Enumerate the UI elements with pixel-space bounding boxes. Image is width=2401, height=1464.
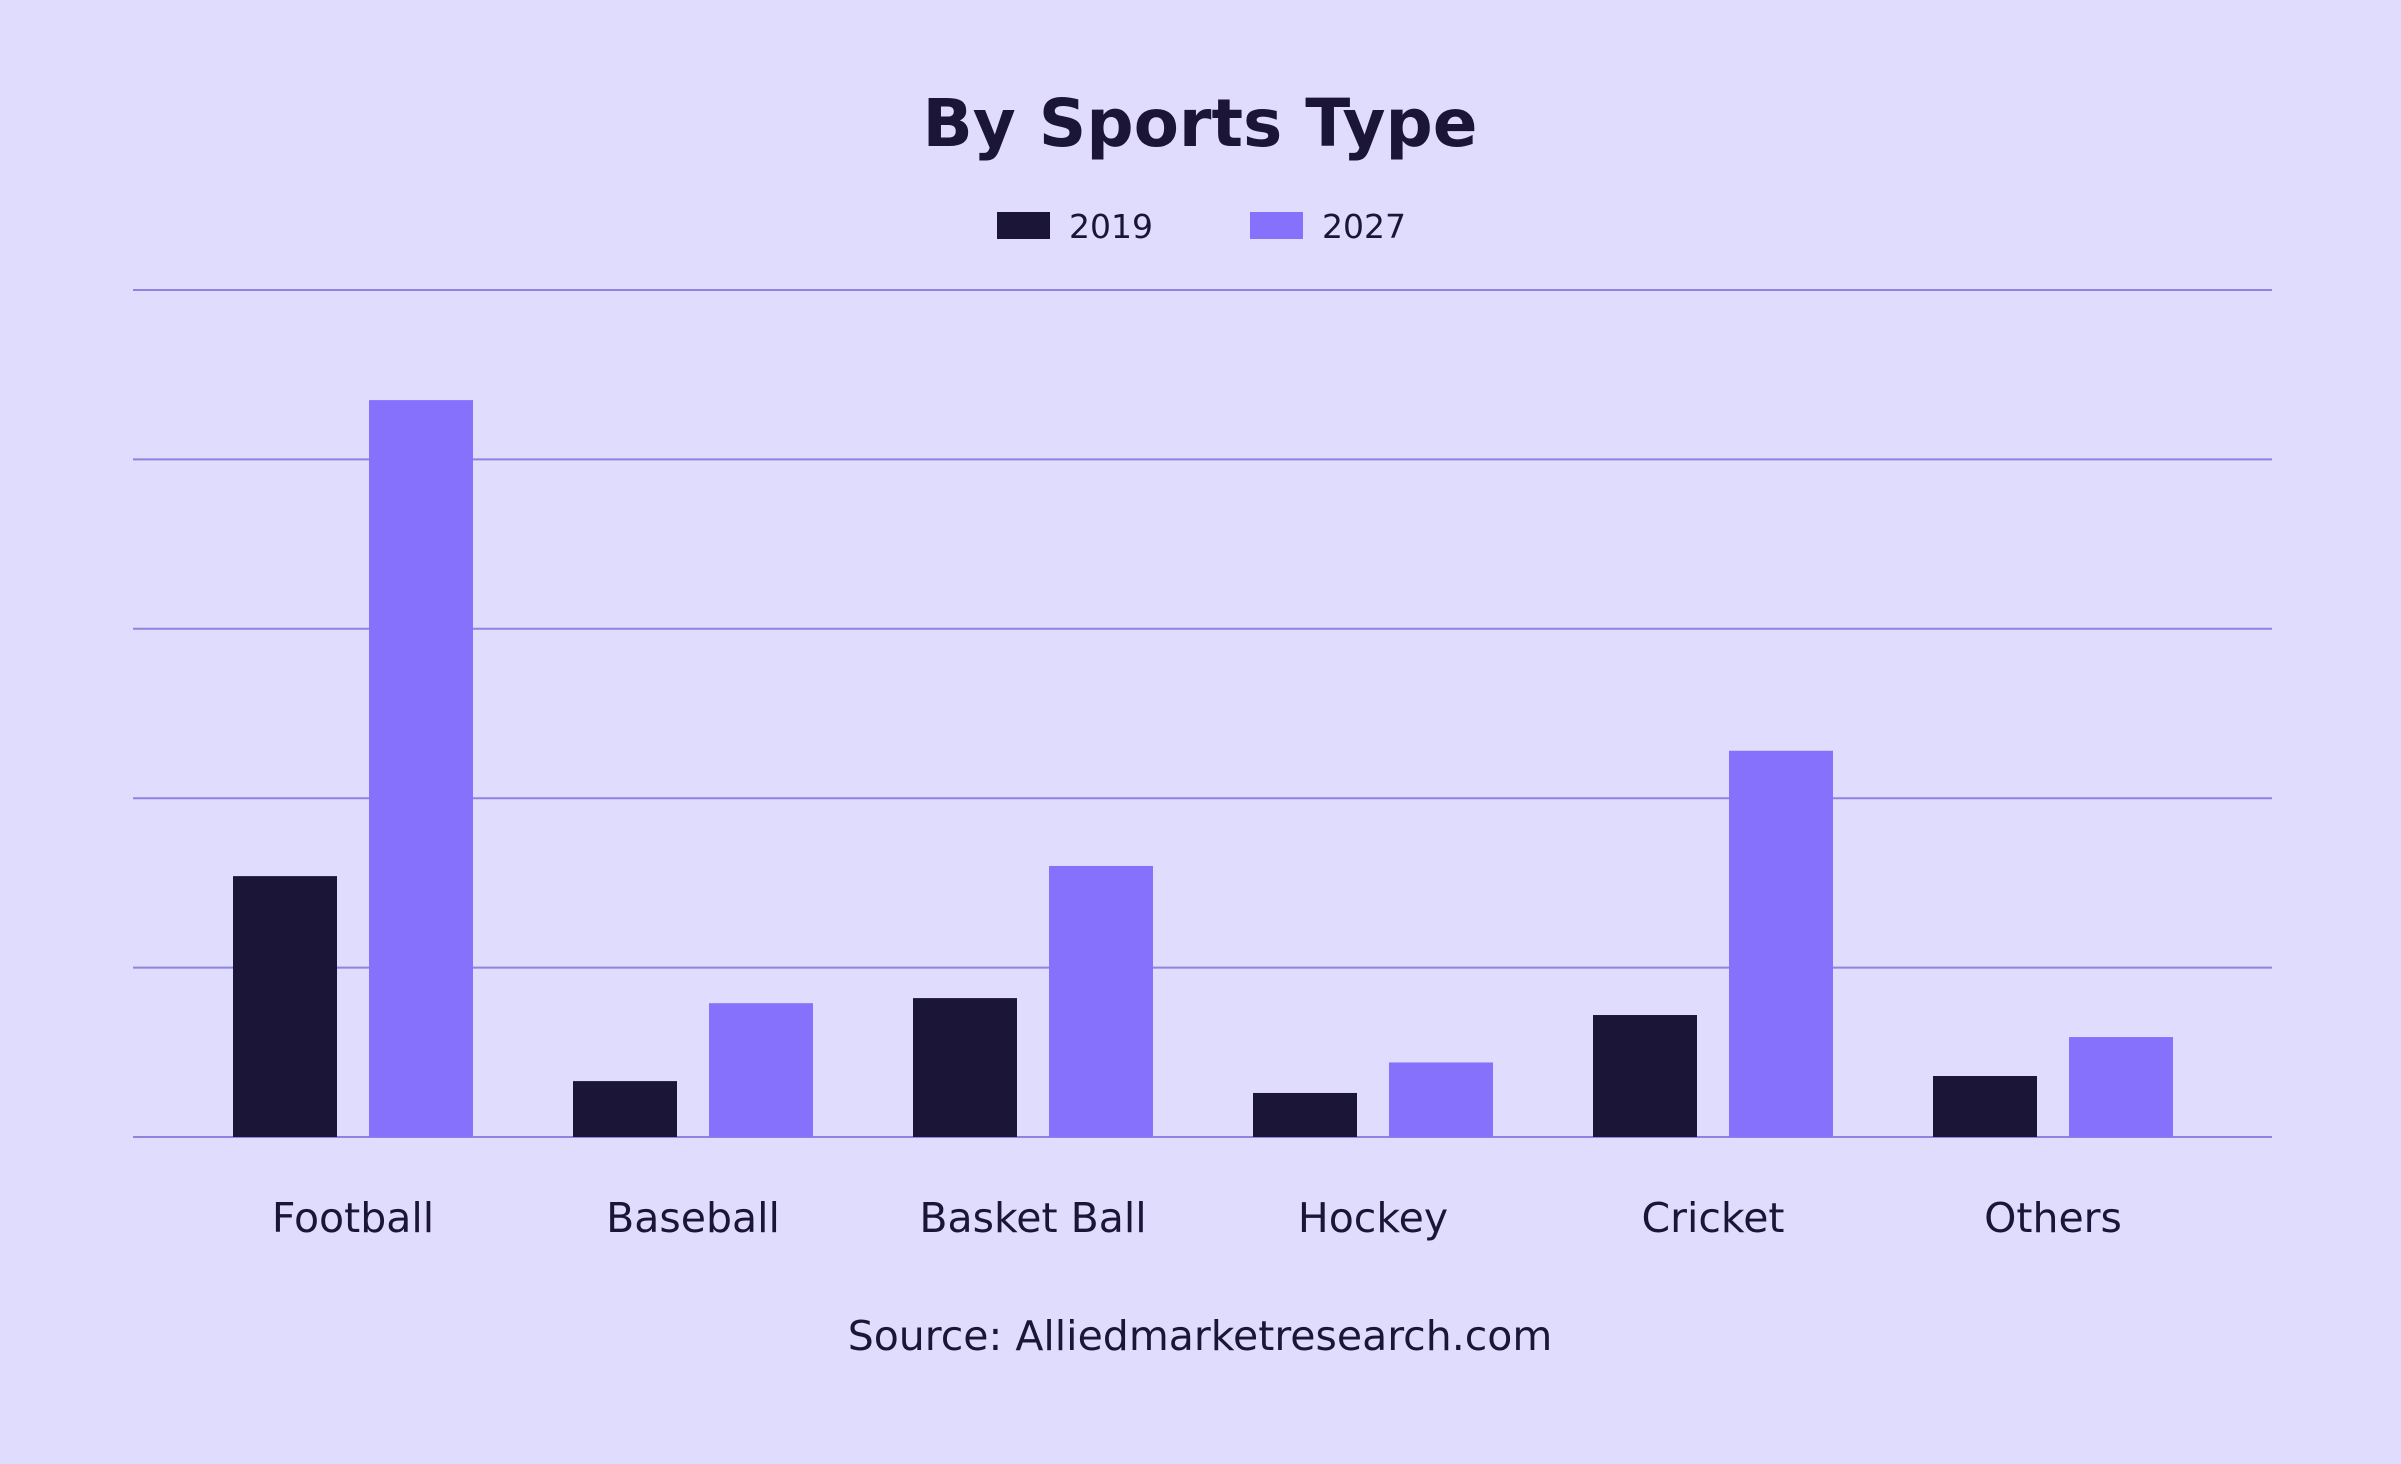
legend-swatch-2019 bbox=[997, 212, 1050, 239]
legend-label-2027: 2027 bbox=[1322, 207, 1406, 246]
bar-football-2019 bbox=[233, 876, 337, 1137]
x-axis-tick-labels: Football Baseball Basket Ball Hockey Cricket… bbox=[272, 1194, 2122, 1242]
chart-title: By Sports Type bbox=[922, 85, 1477, 162]
bar-others-2019 bbox=[1933, 1076, 2037, 1137]
bar-basket-ball-2027 bbox=[1049, 865, 1153, 1137]
bars bbox=[233, 400, 2173, 1137]
bar-football-2027 bbox=[369, 400, 473, 1137]
bar-baseball-2027 bbox=[709, 1003, 813, 1137]
x-tick-label: Baseball bbox=[606, 1194, 780, 1242]
bar-hockey-2019 bbox=[1253, 1092, 1357, 1137]
bar-basket-ball-2019 bbox=[913, 998, 1017, 1137]
legend-label-2019: 2019 bbox=[1069, 207, 1153, 246]
x-tick-label: Hockey bbox=[1298, 1194, 1448, 1242]
legend-swatch-2027 bbox=[1250, 212, 1303, 239]
bar-hockey-2027 bbox=[1389, 1062, 1493, 1137]
bar-cricket-2027 bbox=[1729, 750, 1833, 1137]
source-note: Source: Alliedmarketresearch.com bbox=[848, 1312, 1553, 1360]
gridlines bbox=[133, 289, 2272, 1138]
x-tick-label: Football bbox=[272, 1194, 434, 1242]
bar-others-2027 bbox=[2069, 1037, 2173, 1137]
bar-baseball-2019 bbox=[573, 1081, 677, 1137]
x-tick-label: Others bbox=[1984, 1194, 2122, 1242]
x-tick-label: Cricket bbox=[1642, 1194, 1785, 1242]
bar-cricket-2019 bbox=[1593, 1015, 1697, 1137]
x-tick-label: Basket Ball bbox=[919, 1194, 1146, 1242]
legend: 2019 2027 bbox=[997, 207, 1406, 246]
